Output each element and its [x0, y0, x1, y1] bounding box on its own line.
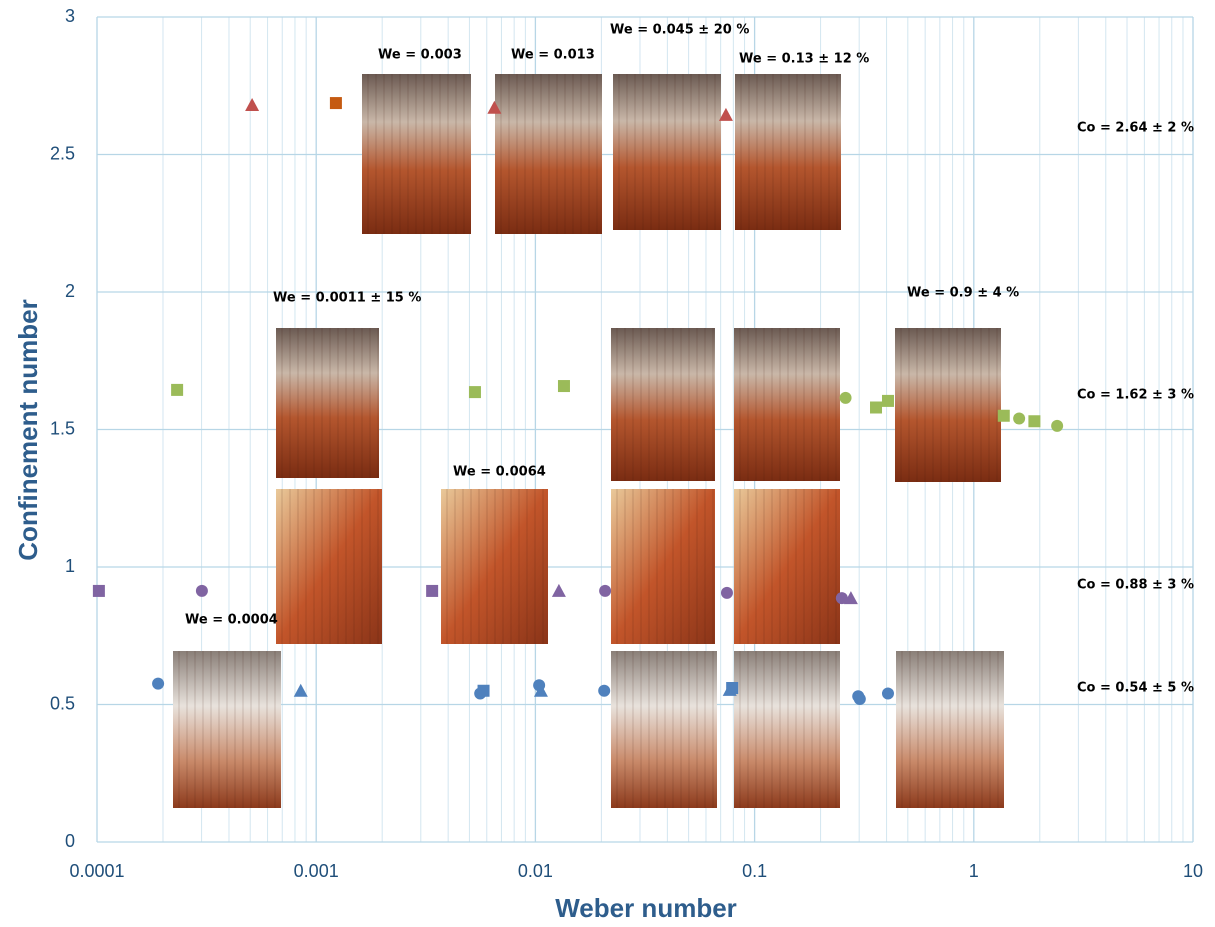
photo [276, 328, 379, 478]
y-tick-label: 0.5 [50, 693, 75, 713]
point [557, 380, 570, 393]
annotation: We = 0.0004 [185, 613, 278, 628]
point [171, 383, 184, 396]
point [726, 682, 739, 694]
photo [896, 651, 1004, 808]
point [881, 687, 894, 700]
annotation: Co = 0.88 ± 3 % [1077, 578, 1194, 593]
point [1051, 419, 1064, 432]
photo [611, 328, 715, 481]
annotation: We = 0.9 ± 4 % [907, 286, 1019, 301]
photo [735, 74, 841, 230]
photo [173, 651, 281, 808]
point [598, 684, 611, 697]
photo [495, 74, 602, 234]
y-axis-title: Confinement number [13, 299, 43, 560]
photo [362, 74, 471, 234]
annotation: We = 0.013 [511, 48, 595, 63]
point [997, 409, 1010, 422]
x-tick-label: 0.01 [518, 861, 553, 881]
point [477, 684, 490, 697]
y-tick-label: 2 [65, 281, 75, 301]
point [839, 391, 852, 404]
point [551, 583, 566, 597]
photo [734, 651, 840, 808]
annotation: Co = 2.64 ± 2 % [1077, 121, 1194, 136]
point [195, 584, 208, 597]
photo [611, 651, 717, 808]
point [329, 97, 342, 110]
y-tick-label: 1.5 [50, 418, 75, 438]
x-tick-label: 10 [1183, 861, 1203, 881]
point [870, 401, 883, 414]
annotation: We = 0.13 ± 12 % [739, 52, 869, 67]
x-tick-label: 0.001 [294, 861, 339, 881]
photo [441, 489, 548, 644]
annotation: Co = 0.54 ± 5 % [1077, 681, 1194, 696]
annotation: We = 0.0011 ± 15 % [273, 291, 421, 306]
point [843, 591, 858, 605]
photo [276, 489, 382, 644]
point [426, 584, 439, 597]
y-tick-label: 1 [65, 556, 75, 576]
annotation: We = 0.003 [378, 48, 462, 63]
y-tick-label: 3 [65, 6, 75, 26]
point [533, 683, 548, 697]
photo [611, 489, 715, 644]
point [245, 98, 260, 111]
point [599, 584, 612, 597]
point [881, 394, 894, 407]
x-tick-label: 0.1 [742, 861, 767, 881]
point [293, 683, 308, 697]
photo [895, 328, 1001, 482]
photo [613, 74, 721, 230]
point [835, 592, 848, 605]
point [720, 586, 733, 599]
point [1028, 415, 1041, 428]
x-tick-label: 1 [969, 861, 979, 881]
y-tick-label: 0 [65, 831, 75, 851]
photo [734, 328, 840, 481]
point [853, 693, 866, 705]
annotation: We = 0.045 ± 20 % [610, 23, 749, 38]
point [92, 584, 105, 597]
x-axis-title: Weber number [555, 893, 737, 923]
y-tick-label: 2.5 [50, 143, 75, 163]
annotation: Co = 1.62 ± 3 % [1077, 388, 1194, 403]
point [487, 100, 502, 114]
point [1013, 412, 1026, 425]
point [468, 386, 481, 399]
x-tick-label: 0.0001 [69, 861, 124, 881]
photo [734, 489, 840, 644]
point [152, 677, 165, 690]
point [718, 107, 733, 121]
annotation: We = 0.0064 [453, 465, 546, 480]
